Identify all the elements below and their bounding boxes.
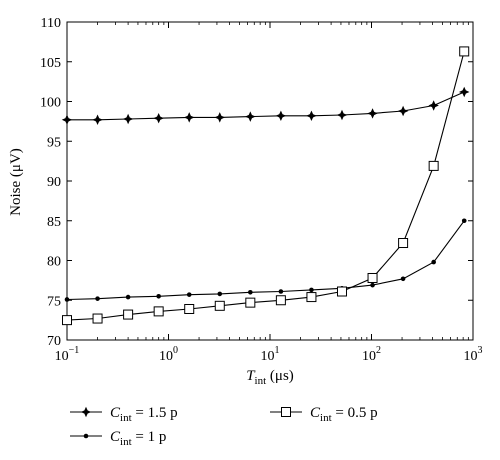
legend-label: Cint = 0.5 p — [310, 405, 378, 424]
y-tick-label: 110 — [41, 16, 61, 31]
data-point — [398, 238, 409, 249]
data-point — [428, 160, 439, 171]
data-point — [367, 272, 378, 283]
x-tick-label: 100 — [159, 345, 178, 364]
data-point — [217, 291, 223, 297]
data-point — [61, 114, 73, 126]
y-tick-label: 70 — [47, 334, 61, 349]
legend: Cint = 1.5 p Cint = 1 p Cint = 0.5 p — [70, 405, 378, 448]
data-point — [336, 286, 347, 297]
data-point — [214, 112, 226, 123]
data-point — [62, 315, 72, 326]
data-point — [459, 46, 470, 57]
series-square — [62, 46, 470, 326]
y-tick-label: 75 — [47, 294, 61, 309]
series-line — [66, 51, 465, 321]
legend-marker — [281, 407, 291, 417]
x-axis-label: Tint (μs) — [246, 368, 294, 387]
legend-label: Cint = 1.5 p — [110, 405, 178, 424]
data-point — [400, 276, 406, 282]
y-tick-label: 105 — [40, 56, 61, 71]
y-tick-label: 80 — [47, 255, 61, 270]
legend-entry-star: Cint = 1.5 p — [70, 405, 178, 424]
series-dot — [64, 218, 467, 302]
data-point — [431, 259, 436, 265]
data-point — [64, 297, 70, 302]
data-point — [186, 292, 192, 297]
data-point — [153, 306, 164, 317]
legend-marker — [83, 433, 89, 439]
data-point — [309, 287, 314, 293]
data-point — [214, 300, 225, 311]
y-tick-label: 90 — [47, 175, 61, 190]
data-point — [428, 100, 439, 111]
data-point — [248, 290, 253, 295]
data-point — [153, 112, 164, 124]
data-point — [123, 309, 134, 320]
legend-entry-dot: Cint = 1 p — [70, 429, 166, 448]
data-point — [92, 114, 103, 126]
legend-marker — [80, 406, 92, 418]
y-tick-label: 95 — [47, 135, 61, 150]
data-point — [458, 86, 470, 98]
data-point — [336, 109, 348, 121]
legend-label: Cint = 1 p — [110, 429, 166, 448]
y-axis-ticks: 70 75 80 85 90 95 100 105 110 — [40, 16, 473, 349]
data-point — [278, 289, 284, 294]
legend-entry-square: Cint = 0.5 p — [270, 405, 378, 424]
data-point — [275, 110, 287, 122]
data-point — [183, 112, 195, 123]
data-point — [156, 293, 161, 299]
series-star — [61, 86, 470, 126]
data-point — [306, 292, 317, 303]
x-axis-ticks: 10−1 100 101 102 103 — [55, 22, 483, 364]
data-point — [92, 313, 103, 324]
series-line — [67, 91, 465, 121]
data-point — [306, 110, 317, 122]
data-point — [461, 218, 467, 224]
data-point — [184, 303, 195, 314]
x-tick-label: 103 — [464, 345, 483, 364]
x-tick-label: 102 — [362, 345, 381, 364]
series-layer — [61, 46, 470, 326]
y-tick-label: 100 — [40, 96, 61, 111]
data-point — [397, 105, 409, 117]
data-point — [275, 295, 286, 306]
data-point — [122, 113, 134, 125]
data-point — [245, 111, 256, 122]
data-point — [95, 296, 100, 301]
y-axis-label: Noise (μV) — [8, 148, 24, 216]
series-line — [66, 220, 465, 301]
y-tick-label: 85 — [47, 215, 61, 230]
x-tick-label: 101 — [261, 345, 280, 364]
data-point — [125, 294, 131, 300]
data-point — [245, 297, 256, 308]
data-point — [370, 282, 375, 288]
data-point — [367, 108, 378, 119]
